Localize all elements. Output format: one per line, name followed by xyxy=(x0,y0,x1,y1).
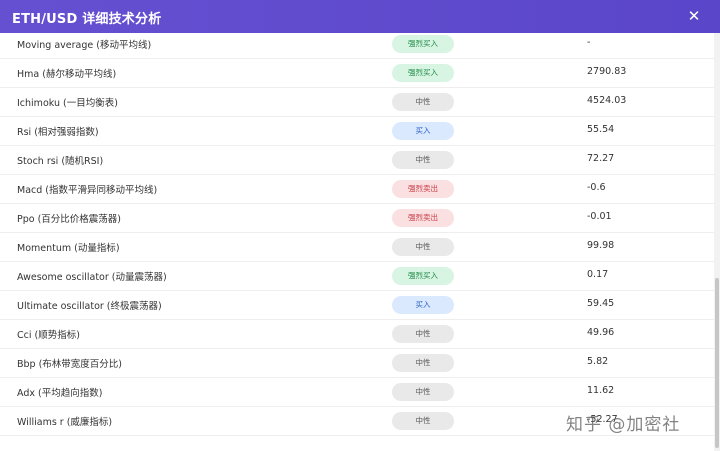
signal-badge: 强烈卖出 xyxy=(392,209,454,227)
indicator-value: 4524.03 xyxy=(587,95,627,106)
indicator-value: 99.98 xyxy=(587,240,615,251)
indicator-name: Macd (指数平滑异同移动平均线) xyxy=(17,185,158,196)
indicator-name: Ppo (百分比价格震荡器) xyxy=(17,214,122,225)
indicator-row: Adx (平均趋向指数) 中性 11.62 xyxy=(0,378,714,407)
indicator-row: Moving average (移动平均线) 强烈买入 - xyxy=(0,30,714,59)
indicator-value: 55.54 xyxy=(587,124,615,135)
close-icon[interactable]: ✕ xyxy=(687,7,701,25)
signal-badge: 强烈买入 xyxy=(392,64,454,82)
indicator-value: 11.62 xyxy=(587,385,615,396)
scrollbar-thumb[interactable] xyxy=(715,278,719,448)
indicator-value: -52.27 xyxy=(587,414,618,425)
indicator-row: Ultimate oscillator (终极震荡器) 买入 59.45 xyxy=(0,291,714,320)
indicator-name: Adx (平均趋向指数) xyxy=(17,388,103,399)
indicator-value: 59.45 xyxy=(587,298,615,309)
signal-badge: 中性 xyxy=(392,412,454,430)
signal-badge: 中性 xyxy=(392,93,454,111)
indicator-name: Awesome oscillator (动量震荡器) xyxy=(17,272,167,283)
indicator-name: Ichimoku (一目均衡表) xyxy=(17,98,118,109)
indicator-value: 0.17 xyxy=(587,269,609,280)
signal-badge: 强烈买入 xyxy=(392,35,454,53)
indicator-value: 5.82 xyxy=(587,356,609,367)
modal-title: ETH/USD 详细技术分析 xyxy=(12,12,162,27)
indicator-row: Hma (赫尔移动平均线) 强烈买入 2790.83 xyxy=(0,59,714,88)
signal-badge: 买入 xyxy=(392,122,454,140)
signal-badge: 中性 xyxy=(392,383,454,401)
indicator-name: Cci (顺势指标) xyxy=(17,330,80,341)
indicator-row: Awesome oscillator (动量震荡器) 强烈买入 0.17 xyxy=(0,262,714,291)
indicator-row: Ichimoku (一目均衡表) 中性 4524.03 xyxy=(0,88,714,117)
signal-badge: 中性 xyxy=(392,354,454,372)
indicator-row: Stoch rsi (随机RSI) 中性 72.27 xyxy=(0,146,714,175)
watermark: 知乎 @加密社 xyxy=(566,415,681,435)
indicator-name: Ultimate oscillator (终极震荡器) xyxy=(17,301,162,312)
indicator-value: -0.01 xyxy=(587,211,612,222)
indicator-row: Cci (顺势指标) 中性 49.96 xyxy=(0,320,714,349)
indicator-row: Momentum (动量指标) 中性 99.98 xyxy=(0,233,714,262)
indicator-name: Bbp (布林带宽度百分比) xyxy=(17,359,123,370)
indicator-row: Williams r (威廉指标) 中性 -52.27 xyxy=(0,407,714,436)
signal-badge: 中性 xyxy=(392,325,454,343)
indicator-name: Moving average (移动平均线) xyxy=(17,40,152,51)
indicator-name: Hma (赫尔移动平均线) xyxy=(17,69,117,80)
scrollbar[interactable] xyxy=(714,33,720,451)
signal-badge: 中性 xyxy=(392,151,454,169)
indicator-row: Rsi (相对强弱指数) 买入 55.54 xyxy=(0,117,714,146)
indicator-value: 72.27 xyxy=(587,153,615,164)
signal-badge: 中性 xyxy=(392,238,454,256)
signal-badge: 强烈买入 xyxy=(392,267,454,285)
signal-badge: 强烈卖出 xyxy=(392,180,454,198)
indicator-name: Rsi (相对强弱指数) xyxy=(17,127,99,138)
signal-badge: 买入 xyxy=(392,296,454,314)
indicator-value: 2790.83 xyxy=(587,66,627,77)
indicator-value: - xyxy=(587,37,591,48)
indicator-list: Moving average (移动平均线) 强烈买入 - Hma (赫尔移动平均线)… xyxy=(0,30,714,436)
indicator-row: Ppo (百分比价格震荡器) 强烈卖出 -0.01 xyxy=(0,204,714,233)
indicator-name: Stoch rsi (随机RSI) xyxy=(17,156,104,167)
modal-header: ETH/USD 详细技术分析 ✕ xyxy=(0,0,720,33)
indicator-row: Bbp (布林带宽度百分比) 中性 5.82 xyxy=(0,349,714,378)
indicator-value: 49.96 xyxy=(587,327,615,338)
indicator-row: Macd (指数平滑异同移动平均线) 强烈卖出 -0.6 xyxy=(0,175,714,204)
indicator-value: -0.6 xyxy=(587,182,606,193)
indicator-name: Momentum (动量指标) xyxy=(17,243,120,254)
indicator-name: Williams r (威廉指标) xyxy=(17,417,113,428)
